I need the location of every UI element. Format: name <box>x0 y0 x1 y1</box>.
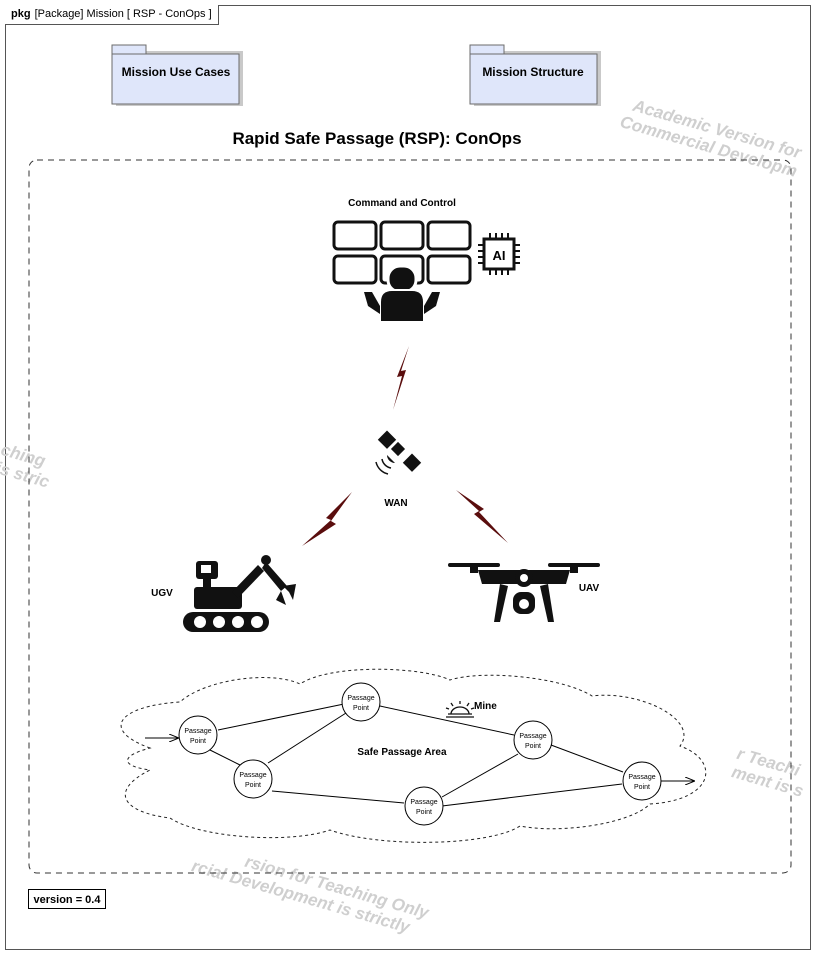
package-label: Mission Structure <box>482 65 584 79</box>
passage-edges <box>207 703 624 807</box>
diagram-title: Rapid Safe Passage (RSP): ConOps <box>232 129 521 148</box>
svg-text:Point: Point <box>634 784 650 791</box>
c2-label: Command and Control <box>348 198 456 209</box>
svg-text:Point: Point <box>245 782 261 789</box>
wan-label: WAN <box>384 498 407 509</box>
svg-text:Point: Point <box>353 705 369 712</box>
svg-text:Passage: Passage <box>519 733 546 740</box>
link-wan-ugv-icon <box>302 492 352 546</box>
svg-text:Point: Point <box>190 738 206 745</box>
satellite-icon <box>375 430 422 475</box>
safe-passage-area-label: Safe Passage Area <box>357 747 447 758</box>
operator-icon <box>364 264 440 323</box>
conops-boundary <box>28 159 792 874</box>
svg-text:Passage: Passage <box>347 695 374 702</box>
ugv-label: UGV <box>151 588 173 599</box>
ugv-robot-icon <box>183 555 296 632</box>
link-c2-wan-icon <box>393 346 409 410</box>
frame-title: [Package] Mission [ RSP - ConOps ] <box>34 8 212 20</box>
safe-passage-area-cloud <box>120 668 707 843</box>
diagram-frame <box>5 5 811 950</box>
svg-text:Passage: Passage <box>628 774 655 781</box>
passage-point[interactable]: Passage Point <box>178 715 218 755</box>
svg-text:Passage: Passage <box>184 728 211 735</box>
passage-point[interactable]: Passage Point <box>513 720 553 760</box>
passage-point[interactable]: Passage Point <box>341 682 381 722</box>
mine-icon <box>445 701 475 718</box>
uav-drone-icon <box>448 563 600 622</box>
uav-label: UAV <box>579 583 600 594</box>
package-mission-structure[interactable]: Mission Structure <box>469 44 601 106</box>
passage-point[interactable]: Passage Point <box>622 761 662 801</box>
passage-point[interactable]: Passage Point <box>233 759 273 799</box>
version-note: version = 0.4 <box>28 889 106 909</box>
package-label: Mission Use Cases <box>122 65 231 79</box>
frame-kind: pkg <box>11 8 31 20</box>
frame-header: pkg [Package] Mission [ RSP - ConOps ] <box>5 5 219 25</box>
svg-text:Point: Point <box>416 809 432 816</box>
svg-text:Passage: Passage <box>239 772 266 779</box>
ai-label: AI <box>493 248 506 263</box>
mine-label: Mine <box>474 701 497 712</box>
passage-point[interactable]: Passage Point <box>404 786 444 826</box>
link-wan-uav-icon <box>456 490 508 543</box>
package-mission-use-cases[interactable]: Mission Use Cases <box>111 44 243 106</box>
svg-text:Point: Point <box>525 743 541 750</box>
ai-chip-icon: AI <box>478 233 520 275</box>
svg-text:Passage: Passage <box>410 799 437 806</box>
